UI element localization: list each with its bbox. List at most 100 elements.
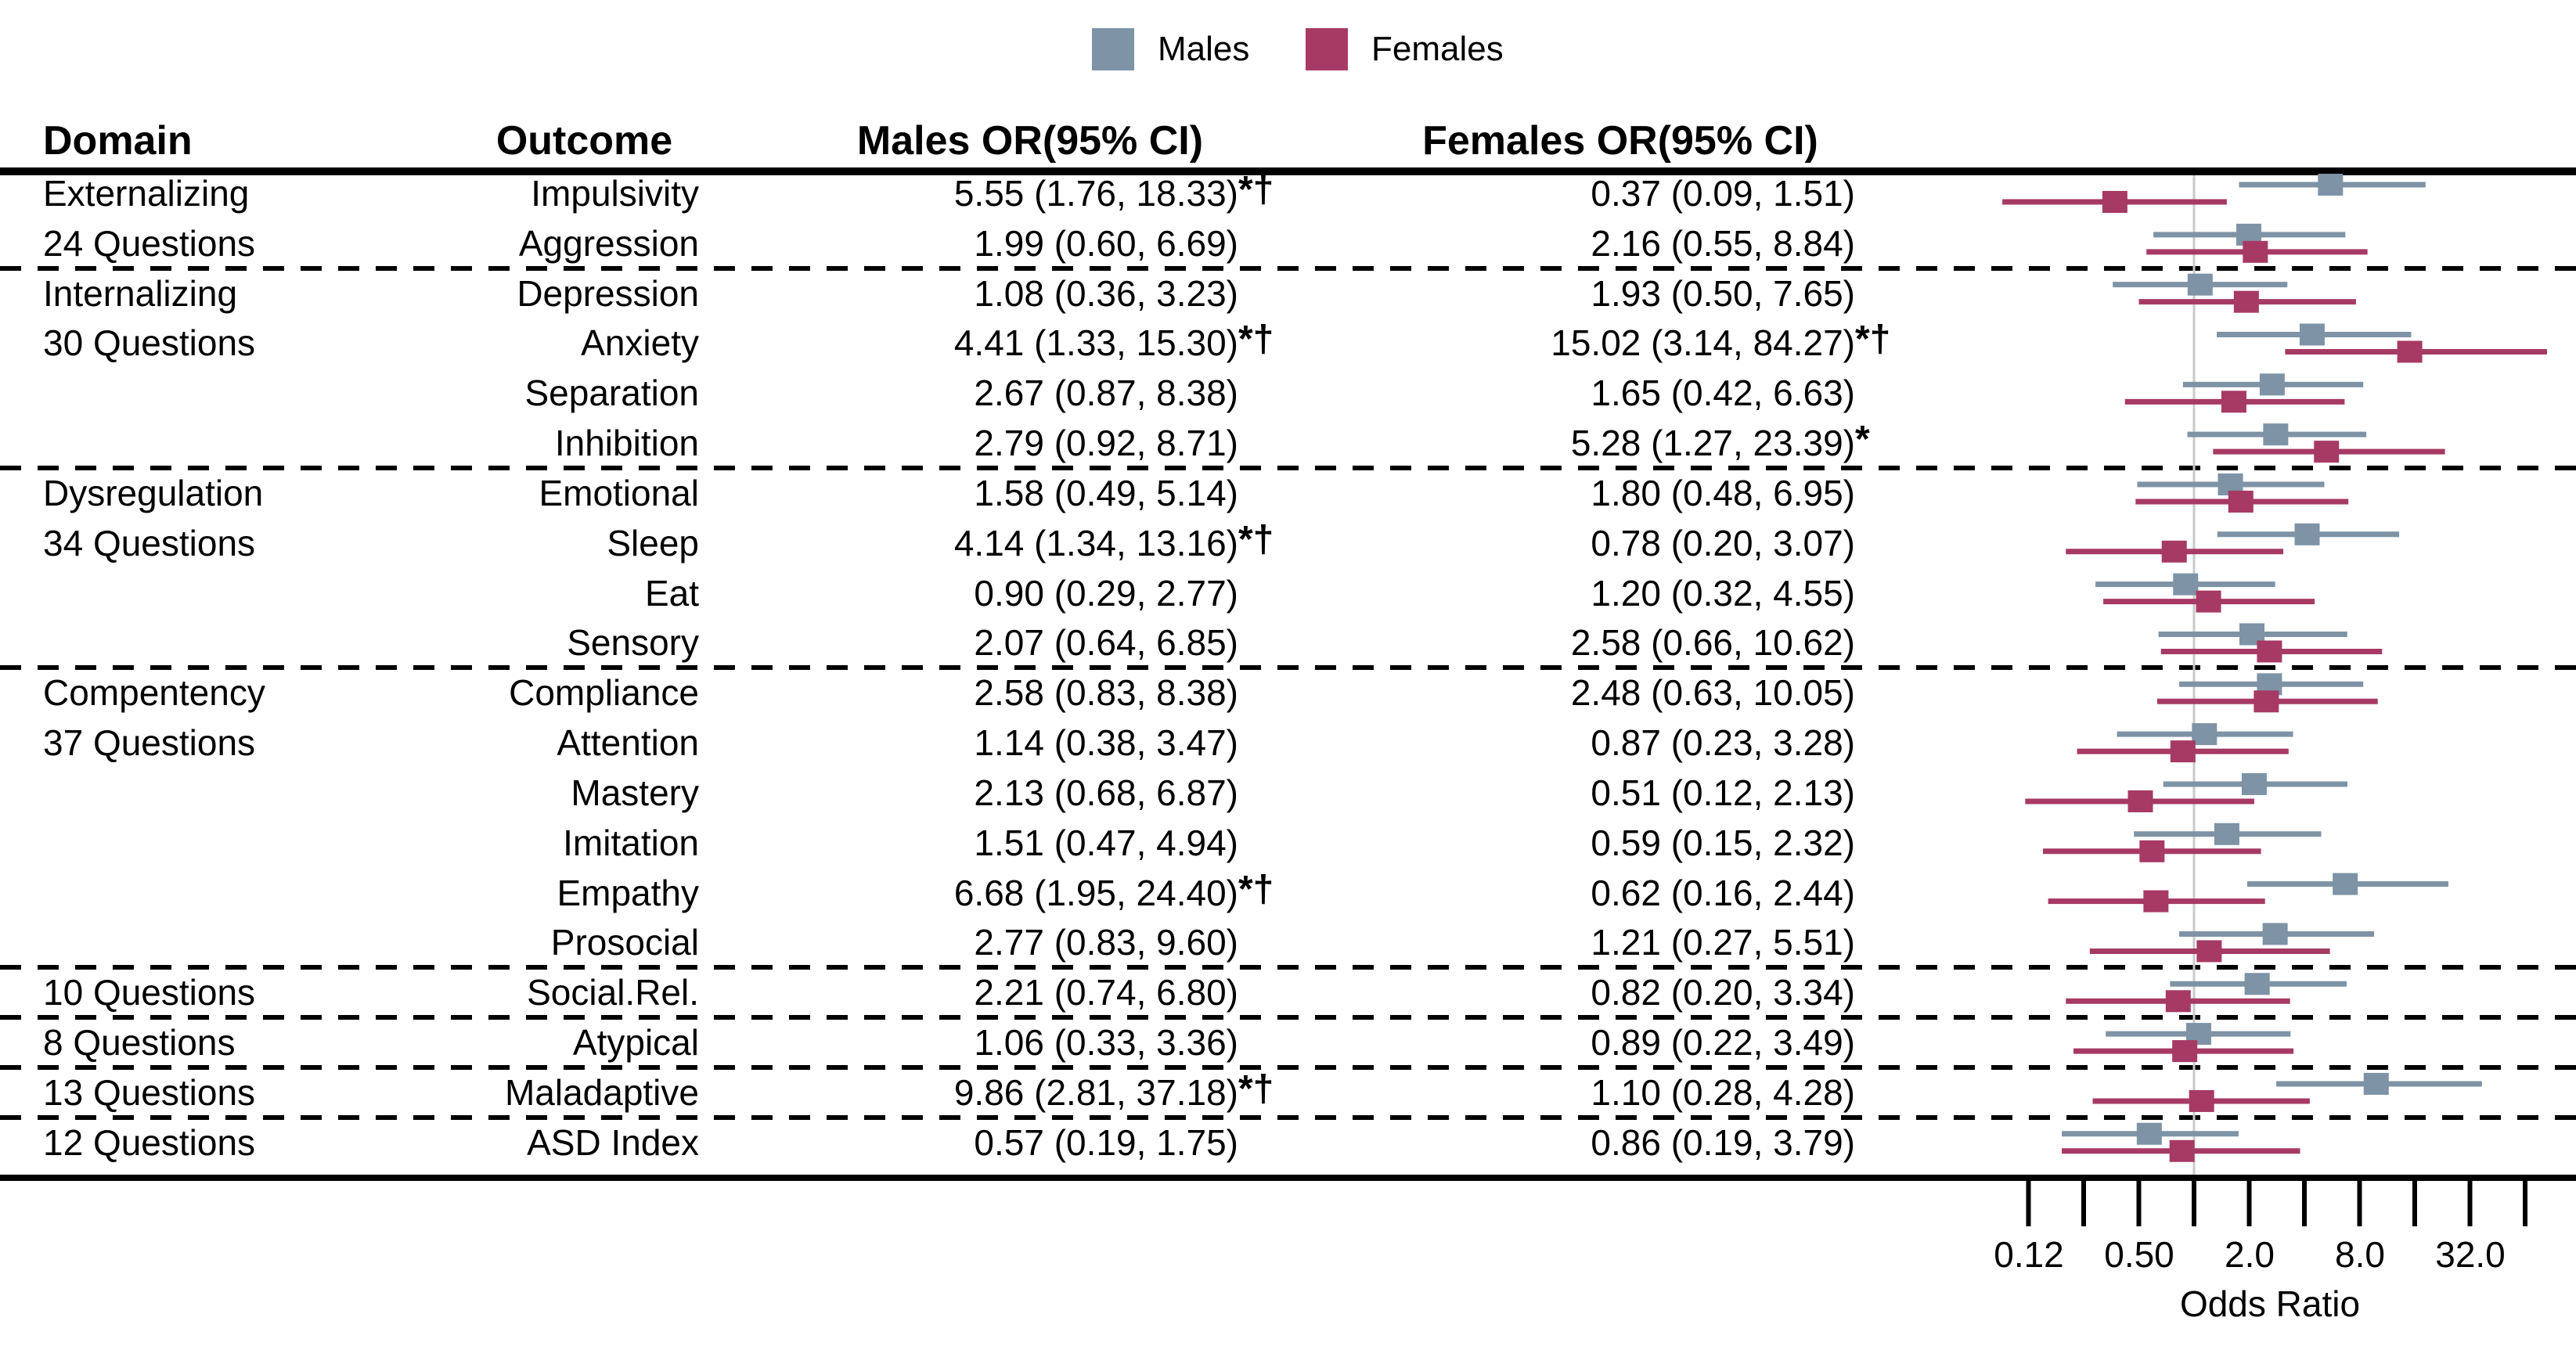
bottom-rule — [0, 1175, 2576, 1181]
outcome-cell: Inhibition — [554, 423, 699, 463]
outcome-cell: Depression — [517, 273, 699, 314]
outcome-cell: Sensory — [567, 622, 699, 663]
female-row8-marker — [2161, 540, 2187, 563]
domain-cell: 30 Questions — [43, 322, 256, 363]
group-separator — [0, 1065, 2576, 1070]
male-row20-marker — [2136, 1122, 2162, 1145]
female-row17-marker — [2165, 990, 2191, 1013]
outcome-cell: Emotional — [539, 473, 699, 513]
male-row16-marker — [2262, 923, 2288, 945]
group-separator — [0, 965, 2576, 970]
outcome-cell: Maladaptive — [504, 1072, 699, 1113]
female-row2-marker — [2243, 240, 2268, 263]
axis-tick-label: 0.50 — [2104, 1234, 2174, 1275]
male-row12-marker — [2192, 723, 2218, 746]
male-row6-marker — [2263, 423, 2289, 446]
females-legend-swatch — [1306, 28, 1348, 70]
significance-marker: *† — [1238, 169, 1274, 211]
females-or-cell: 1.21 (0.27, 5.51) — [1591, 922, 1855, 963]
outcome-cell: Empathy — [557, 873, 699, 913]
axis-tick-label: 2.0 — [2225, 1234, 2275, 1275]
females-or-cell: 2.16 (0.55, 8.84) — [1591, 223, 1855, 264]
females-or-cell: 0.89 (0.22, 3.49) — [1591, 1022, 1855, 1063]
females-or-cell: 1.20 (0.32, 4.55) — [1591, 573, 1855, 614]
female-row9-marker — [2196, 590, 2221, 613]
group-separator — [0, 466, 2576, 470]
female-row12-marker — [2170, 740, 2196, 763]
male-row17-marker — [2244, 973, 2270, 995]
outcome-cell: Attention — [557, 722, 699, 763]
outcome-cell: Separation — [524, 373, 700, 413]
males-or-cell: 2.67 (0.87, 8.38) — [974, 373, 1238, 413]
males-or-cell: 2.79 (0.92, 8.71) — [974, 423, 1238, 463]
axis-tick-label: 32.0 — [2435, 1234, 2506, 1275]
females-or-cell: 0.82 (0.20, 3.34) — [1591, 972, 1855, 1013]
significance-marker: *† — [1238, 319, 1274, 360]
female-row20-marker — [2169, 1139, 2195, 1162]
male-row1-marker — [2318, 174, 2344, 196]
domain-cell: 34 Questions — [43, 523, 256, 563]
female-row19-marker — [2189, 1089, 2214, 1112]
axis-tick-label: 8.0 — [2335, 1234, 2385, 1275]
male-row13-marker — [2241, 772, 2267, 795]
males-or-cell: 2.77 (0.83, 9.60) — [974, 922, 1238, 963]
females-or-cell: 0.51 (0.12, 2.13) — [1591, 772, 1855, 813]
males-or-cell: 2.58 (0.83, 8.38) — [974, 672, 1238, 713]
females-or-cell: 2.58 (0.66, 10.62) — [1570, 622, 1855, 663]
outcome-cell: Compliance — [509, 672, 699, 713]
male-row3-marker — [2187, 273, 2213, 296]
females-or-cell: 1.65 (0.42, 6.63) — [1591, 373, 1855, 413]
domain-cell: Internalizing — [43, 273, 238, 314]
males-or-cell: 1.06 (0.33, 3.36) — [974, 1022, 1238, 1063]
males-or-cell-value: 4.14 (1.34, 13.16) — [953, 523, 1238, 563]
females-or-cell: 0.37 (0.09, 1.51) — [1591, 173, 1855, 214]
males-legend-label: Males — [1158, 30, 1250, 68]
males-or-cell: 4.41 (1.33, 15.30) *† — [744, 319, 1274, 367]
outcome-cell: Impulsivity — [531, 173, 699, 214]
outcome-cell: Imitation — [563, 822, 699, 863]
females-or-cell: 0.62 (0.16, 2.44) — [1591, 873, 1855, 913]
female-row1-marker — [2102, 191, 2127, 213]
domain-cell: 12 Questions — [43, 1122, 256, 1163]
males-or-cell: 9.86 (2.81, 37.18) *† — [744, 1068, 1274, 1117]
males-or-cell: 0.90 (0.29, 2.77) — [974, 573, 1238, 614]
domain-cell: 24 Questions — [43, 223, 256, 264]
females-or-cell: 0.86 (0.19, 3.79) — [1591, 1122, 1855, 1163]
females-or-cell: 15.02 (3.14, 84.27) *† — [1354, 319, 1890, 367]
domain-cell: Dysregulation — [43, 473, 264, 513]
female-row4-marker — [2397, 340, 2423, 363]
group-separator — [0, 665, 2576, 670]
significance-marker: *† — [1238, 1068, 1274, 1110]
female-row11-marker — [2254, 690, 2279, 713]
domain-cell: Compentency — [43, 672, 265, 713]
domain-cell: 13 Questions — [43, 1072, 256, 1113]
female-row10-marker — [2257, 640, 2282, 663]
outcome-cell: Eat — [644, 573, 699, 614]
group-separator — [0, 1115, 2576, 1120]
male-row14-marker — [2214, 822, 2239, 845]
group-separator — [0, 1015, 2576, 1020]
females-or-cell: 0.78 (0.20, 3.07) — [1591, 523, 1855, 563]
female-row16-marker — [2196, 940, 2222, 963]
outcome-cell: Atypical — [572, 1022, 699, 1063]
males-or-cell-value: 6.68 (1.95, 24.40) — [953, 873, 1238, 913]
female-row7-marker — [2228, 490, 2254, 513]
column-header-outcome: Outcome — [495, 118, 673, 164]
domain-cell: 37 Questions — [43, 722, 256, 763]
female-row6-marker — [2314, 441, 2340, 463]
domain-cell: Externalizing — [43, 173, 250, 214]
female-row13-marker — [2127, 790, 2153, 812]
females-legend-label: Females — [1371, 30, 1504, 68]
females-or-cell: 0.59 (0.15, 2.32) — [1591, 822, 1855, 863]
male-row5-marker — [2259, 373, 2285, 396]
outcome-cell: ASD Index — [527, 1122, 699, 1163]
females-or-cell: 0.87 (0.23, 3.28) — [1591, 722, 1855, 763]
significance-marker: *† — [1855, 319, 1891, 360]
outcome-cell: Prosocial — [550, 922, 699, 963]
column-header-domain: Domain — [43, 118, 193, 164]
column-header-males-or: Males OR(95% CI) — [856, 118, 1204, 164]
female-row14-marker — [2139, 840, 2165, 862]
males-or-cell-value: 5.55 (1.76, 18.33) — [953, 173, 1238, 214]
females-or-cell: 2.48 (0.63, 10.05) — [1570, 672, 1855, 713]
